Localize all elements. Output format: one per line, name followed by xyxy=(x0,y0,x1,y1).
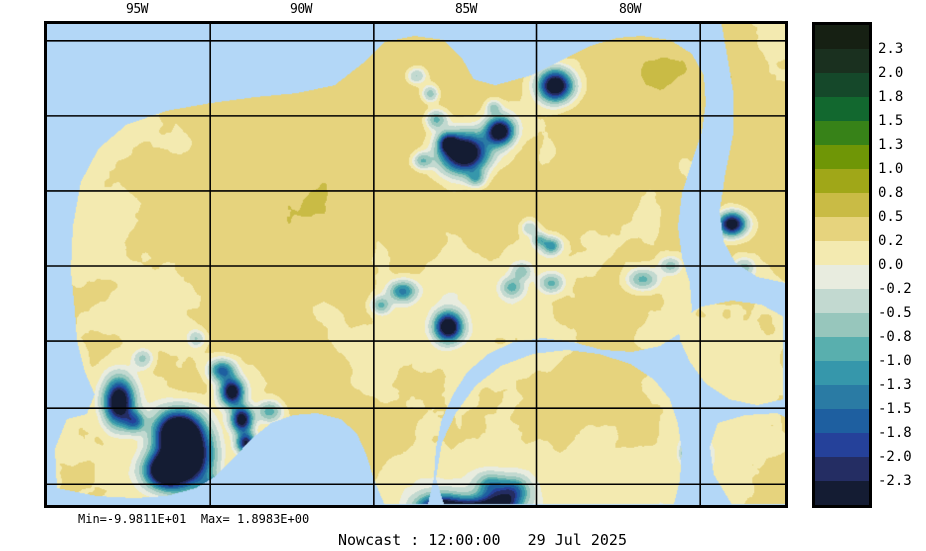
colorbar-tick-0: 2.3 xyxy=(878,41,904,57)
lon-tick-label-0: 95W xyxy=(126,2,148,17)
colorbar-tick-13: -1.0 xyxy=(878,353,912,369)
colorbar-tick-14: -1.3 xyxy=(878,377,912,393)
colorbar-tick-10: -0.2 xyxy=(878,281,912,297)
nowcast-timestamp: Nowcast : 12:00:00 29 Jul 2025 xyxy=(338,531,627,549)
colorbar-band-3 xyxy=(815,97,869,121)
colorbar-tick-15: -1.5 xyxy=(878,401,912,417)
colorbar-band-17 xyxy=(815,433,869,457)
map-panel[interactable] xyxy=(44,21,788,508)
lon-tick-label-1: 90W xyxy=(290,2,312,17)
colorbar-band-0 xyxy=(815,25,869,49)
colorbar-band-16 xyxy=(815,409,869,433)
colorbar-tick-5: 1.0 xyxy=(878,161,904,177)
colorbar-band-13 xyxy=(815,337,869,361)
colorbar-tick-4: 1.3 xyxy=(878,137,904,153)
colorbar-tick-1: 2.0 xyxy=(878,65,904,81)
colorbar-band-6 xyxy=(815,169,869,193)
colorbar-tick-9: 0.0 xyxy=(878,257,904,273)
colorbar-band-11 xyxy=(815,289,869,313)
colorbar-tick-17: -2.0 xyxy=(878,449,912,465)
colorbar-band-2 xyxy=(815,73,869,97)
contour-field-canvas xyxy=(47,24,785,505)
colorbar-band-12 xyxy=(815,313,869,337)
colorbar-tick-16: -1.8 xyxy=(878,425,912,441)
colorbar-band-4 xyxy=(815,121,869,145)
colorbar-band-18 xyxy=(815,457,869,481)
colorbar-band-5 xyxy=(815,145,869,169)
colorbar-band-1 xyxy=(815,49,869,73)
colorbar-tick-labels: 2.3 2.0 1.8 1.5 1.3 1.0 0.8 0.5 0.2 0.0 -0.2 -0.5 -0… xyxy=(878,22,926,508)
colorbar-tick-18: -2.3 xyxy=(878,473,912,489)
colorbar-band-10 xyxy=(815,265,869,289)
colorbar-band-19 xyxy=(815,481,869,505)
colorbar-band-14 xyxy=(815,361,869,385)
colorbar-tick-2: 1.8 xyxy=(878,89,904,105)
colorbar-tick-6: 0.8 xyxy=(878,185,904,201)
colorbar-band-15 xyxy=(815,385,869,409)
colorbar-tick-12: -0.8 xyxy=(878,329,912,345)
colorbar-tick-8: 0.2 xyxy=(878,233,904,249)
lon-tick-label-3: 80W xyxy=(619,2,641,17)
colorbar-tick-3: 1.5 xyxy=(878,113,904,129)
colorbar-tick-7: 0.5 xyxy=(878,209,904,225)
colorbar-tick-11: -0.5 xyxy=(878,305,912,321)
colorbar xyxy=(812,22,872,508)
minmax-annotation: Min=-9.9811E+01 Max= 1.8983E+00 xyxy=(78,512,310,526)
lon-tick-label-2: 85W xyxy=(455,2,477,17)
colorbar-band-8 xyxy=(815,217,869,241)
colorbar-band-9 xyxy=(815,241,869,265)
colorbar-band-7 xyxy=(815,193,869,217)
